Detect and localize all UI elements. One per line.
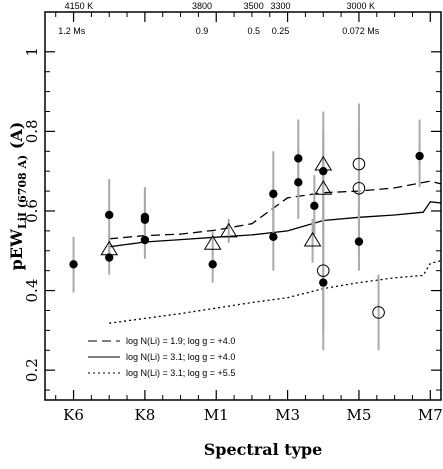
data-point-open-triangle — [314, 155, 333, 171]
x-tick-label: M7 — [418, 406, 443, 424]
temperature-label: 3500 — [244, 1, 264, 11]
mass-label: 0.25 — [272, 26, 290, 36]
data-point-open-circle — [372, 306, 385, 319]
data-point-open-circle — [352, 181, 366, 195]
data-point-open-triangle — [203, 235, 222, 250]
data-point-filled-circle — [105, 210, 114, 220]
mass-label: 0.9 — [196, 26, 209, 36]
plot-frame — [44, 11, 442, 401]
x-tick-label: M3 — [275, 406, 300, 424]
data-point-filled-circle — [269, 232, 278, 242]
data-point-open-triangle — [314, 180, 333, 195]
data-point-filled-circle — [415, 151, 424, 161]
y-axis-title-unit: (A) — [7, 122, 26, 155]
mass-label: 0.072 Ms — [342, 26, 380, 36]
temperature-label: 3000 K — [346, 1, 375, 11]
data-point-filled-circle — [354, 237, 364, 246]
data-point-filled-circle — [105, 253, 114, 262]
model-line-dashed — [109, 180, 442, 240]
data-point-filled-circle — [140, 235, 150, 245]
data-point-filled-circle — [310, 201, 319, 211]
data-point-open-triangle — [303, 231, 322, 247]
temperature-label: 3300 — [270, 1, 290, 11]
temperature-label: 3800 — [192, 1, 212, 11]
x-tick-label: K8 — [135, 406, 156, 424]
data-point-filled-circle — [294, 178, 303, 187]
y-axis-title-subscript: LiI (6708 A) — [16, 155, 29, 229]
model-line-solid — [109, 201, 442, 248]
mass-label: 0.5 — [247, 26, 260, 36]
data-point-filled-circle — [319, 166, 328, 176]
data-point-filled-circle — [319, 278, 328, 287]
x-tick-label: M5 — [346, 406, 371, 424]
data-point-filled-circle — [69, 260, 78, 269]
y-tick-label: 0.6 — [23, 199, 41, 223]
legend-label: log N(Li) = 3.1; log g = +4.0 — [126, 352, 235, 362]
data-point-filled-circle — [269, 189, 278, 199]
temperature-label: 4150 K — [65, 1, 94, 11]
model-line-dotted — [109, 260, 442, 324]
data-point-open-triangle — [219, 222, 238, 238]
y-axis-title: pEWLiI (6708 A) (A) — [7, 122, 29, 271]
data-point-open-circle — [352, 157, 366, 171]
y-tick-label: 0.8 — [23, 119, 41, 143]
y-axis-title-main: pEW — [7, 228, 26, 270]
data-point-filled-circle — [208, 260, 217, 269]
x-tick-label: K6 — [63, 406, 84, 424]
data-point-open-circle — [316, 264, 330, 277]
y-tick-label: 0.2 — [23, 358, 41, 382]
legend-label: log N(Li) = 3.1; log g = +5.5 — [126, 368, 235, 378]
mass-label: 1.2 Ms — [58, 26, 86, 36]
data-point-open-triangle — [100, 240, 119, 256]
x-axis-title: Spectral type — [204, 440, 323, 459]
data-point-filled-circle — [294, 154, 303, 163]
y-tick-label: 0.4 — [23, 279, 41, 303]
data-point-filled-circle — [140, 215, 150, 224]
y-tick-label: 1 — [23, 47, 41, 57]
x-tick-label: M1 — [204, 406, 229, 424]
legend-label: log N(Li) = 1.9; log g = +4.0 — [126, 336, 235, 346]
